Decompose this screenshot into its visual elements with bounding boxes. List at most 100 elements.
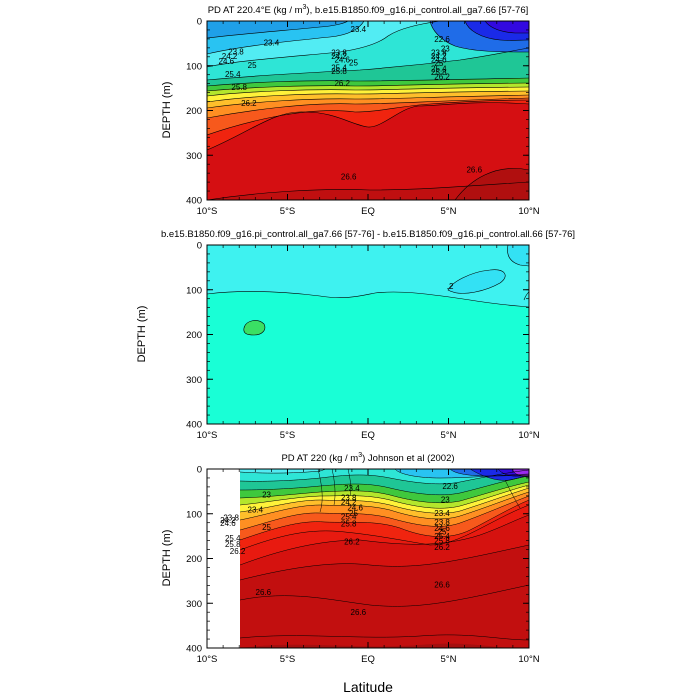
panel-2-title: b.e15.B1850.f09_g16.pi_control.all_ga7.6… bbox=[161, 229, 575, 240]
contour-label: 24.6 bbox=[347, 503, 363, 512]
panel-3-ylabel: DEPTH (m) bbox=[161, 530, 173, 587]
x-tick-label: EQ bbox=[361, 654, 375, 665]
contour-label: 22.6 bbox=[442, 482, 458, 491]
y-tick-label: 0 bbox=[197, 17, 202, 28]
panel-1-ticks: 10°S 5°S EQ 5°N 10°N 0 100 200 300 400 bbox=[186, 17, 540, 218]
contour-label: 23.8 bbox=[331, 48, 347, 57]
panel-model-difference: b.e15.B1850.f09_g16.pi_control.all_ga7.6… bbox=[136, 229, 575, 441]
x-tick-label: 5°S bbox=[280, 654, 295, 665]
panel-3-title: PD AT 220 (kg / m3) Johnson et al (2002) bbox=[281, 452, 454, 464]
contour-label: 25.4 bbox=[225, 534, 241, 543]
x-tick-label: 10°S bbox=[197, 654, 218, 665]
x-tick-label: 5°N bbox=[441, 430, 457, 441]
y-tick-label: 400 bbox=[186, 196, 202, 207]
contour-label: 25.4 bbox=[434, 532, 450, 541]
contour-label: 25.8 bbox=[431, 68, 447, 77]
panel-3-contour-fill bbox=[240, 469, 529, 648]
contour-label: 26.6 bbox=[351, 608, 367, 617]
y-tick-label: 400 bbox=[186, 644, 202, 655]
contour-label: 25.8 bbox=[341, 520, 357, 529]
contour-label: 23 bbox=[262, 491, 271, 500]
contour-label: 23.8 bbox=[434, 518, 450, 527]
panel-1-ylabel: DEPTH (m) bbox=[161, 82, 173, 139]
contour-label: 25.4 bbox=[331, 64, 347, 73]
x-tick-label: 10°S bbox=[197, 206, 218, 217]
contour-label: 23.8 bbox=[431, 48, 447, 57]
contour-label: 23.4 bbox=[351, 25, 367, 34]
panel-observed-density: PD AT 220 (kg / m3) Johnson et al (2002) bbox=[161, 452, 540, 695]
contour-label: .2 bbox=[447, 282, 454, 291]
y-tick-label: 100 bbox=[186, 61, 202, 72]
y-tick-label: 0 bbox=[197, 465, 202, 476]
contour-label: 25.4 bbox=[225, 70, 241, 79]
contour-label: 24.2 bbox=[222, 52, 238, 61]
contour-label: 25 bbox=[349, 509, 358, 518]
contour-label: 24.2 bbox=[431, 52, 447, 61]
x-tick-label: 10°N bbox=[518, 206, 539, 217]
panel-model-density: PD AT 220.4°E (kg / m3), b.e15.B1850.f09… bbox=[161, 4, 540, 217]
panel-3-ticks: 10°S 5°S EQ 5°N 10°N 0 100 200 300 400 bbox=[186, 465, 540, 666]
panel-2-contour-labels: .2 bbox=[447, 282, 454, 291]
contour-label: 26.6 bbox=[256, 588, 272, 597]
x-tick-label: 10°S bbox=[197, 430, 218, 441]
contour-label: 26.2 bbox=[241, 99, 257, 108]
x-tick-label: EQ bbox=[361, 206, 375, 217]
y-tick-label: 200 bbox=[186, 330, 202, 341]
y-tick-label: 400 bbox=[186, 420, 202, 431]
contour-label: 23 bbox=[441, 45, 450, 54]
contour-label: 26.6 bbox=[434, 580, 450, 589]
contour-label: 23.8 bbox=[223, 513, 239, 522]
contour-label: 26.6 bbox=[341, 173, 357, 182]
x-axis-label: Latitude bbox=[343, 679, 393, 695]
panel-2-ylabel: DEPTH (m) bbox=[136, 306, 148, 363]
panel-2-ticks: 10°S 5°S EQ 5°N 10°N 0 100 200 300 400 bbox=[186, 241, 540, 442]
contour-label: 25 bbox=[248, 61, 257, 70]
contour-label: 24.6 bbox=[220, 519, 236, 528]
contour-label: 26.2 bbox=[344, 537, 360, 546]
contour-label: 25 bbox=[434, 59, 443, 68]
y-tick-label: 300 bbox=[186, 599, 202, 610]
y-tick-label: 100 bbox=[186, 509, 202, 520]
y-tick-label: 200 bbox=[186, 554, 202, 565]
contour-label: 26.2 bbox=[230, 547, 246, 556]
contour-label: 24.6 bbox=[431, 55, 447, 64]
y-tick-label: 0 bbox=[197, 241, 202, 252]
x-tick-label: 10°N bbox=[518, 654, 539, 665]
contour-label: 26.2 bbox=[434, 543, 450, 552]
contour-label: 25 bbox=[438, 528, 447, 537]
y-tick-label: 300 bbox=[186, 375, 202, 386]
contour-label: 24.2 bbox=[220, 516, 236, 525]
contour-label: 23.4 bbox=[264, 38, 280, 47]
contour-label: 23.8 bbox=[228, 47, 244, 56]
contour-label: 23.4 bbox=[344, 484, 360, 493]
contour-label: 24.2 bbox=[341, 498, 357, 507]
y-tick-label: 300 bbox=[186, 151, 202, 162]
contour-label: 25 bbox=[349, 59, 358, 68]
contour-label: 25.4 bbox=[341, 512, 357, 521]
contour-label: 24.6 bbox=[334, 55, 350, 64]
contour-label: 25.8 bbox=[331, 67, 347, 76]
contour-label: 25.8 bbox=[434, 537, 450, 546]
contour-label: 25.8 bbox=[225, 540, 241, 549]
panel-2-contour-fill bbox=[207, 245, 529, 424]
contour-label: 23 bbox=[441, 495, 450, 504]
y-tick-label: 200 bbox=[186, 106, 202, 117]
contour-label: 24.6 bbox=[434, 524, 450, 533]
x-tick-label: 5°N bbox=[441, 654, 457, 665]
x-tick-label: EQ bbox=[361, 430, 375, 441]
contour-label: 26.2 bbox=[434, 72, 450, 81]
contour-label: 24.2 bbox=[331, 52, 347, 61]
contour-label: 25.4 bbox=[431, 64, 447, 73]
contour-label: 26.2 bbox=[334, 79, 350, 88]
contour-label: 24.6 bbox=[219, 57, 235, 66]
contour-label: 25 bbox=[262, 523, 271, 532]
x-tick-label: 5°S bbox=[280, 206, 295, 217]
y-tick-label: 100 bbox=[186, 285, 202, 296]
contour-label: 23.4 bbox=[248, 505, 264, 514]
contour-label: 25.8 bbox=[231, 83, 247, 92]
contour-label: 23.4 bbox=[434, 509, 450, 518]
panel-1-contour-fill bbox=[207, 21, 529, 200]
